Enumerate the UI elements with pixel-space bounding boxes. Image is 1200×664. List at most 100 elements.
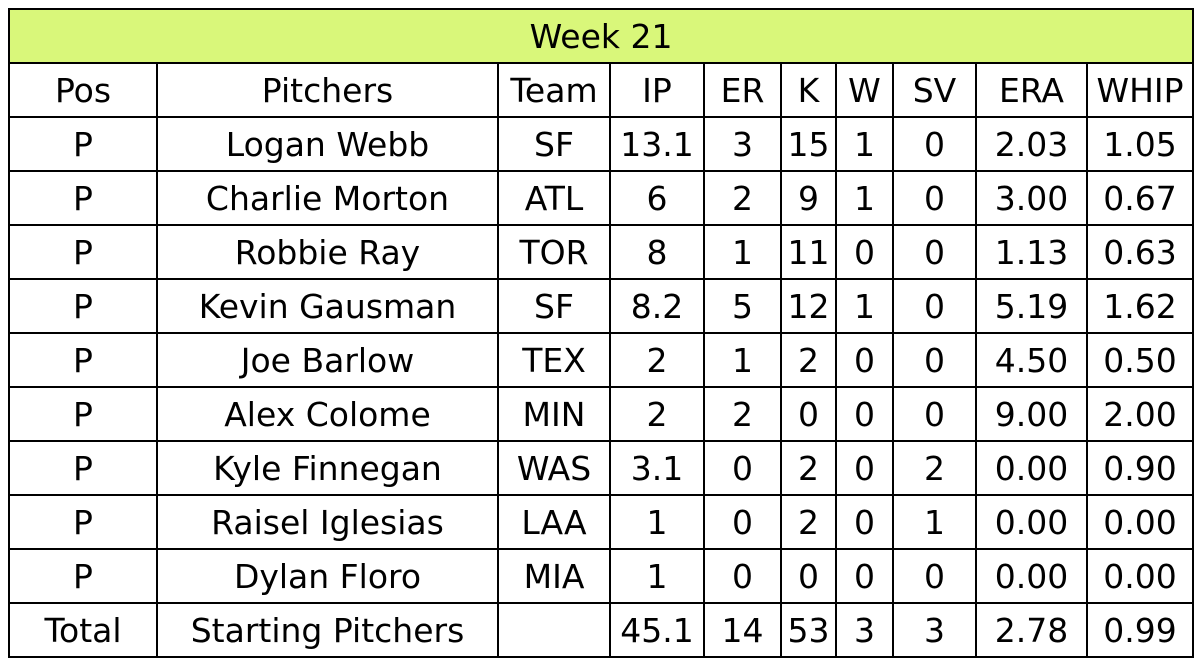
table-cell: P xyxy=(8,332,158,388)
table-cell: P xyxy=(8,116,158,172)
table-cell: 0 xyxy=(780,386,837,442)
table-cell: Joe Barlow xyxy=(156,332,499,388)
table-cell: 9 xyxy=(780,170,837,226)
table-row: P Charlie Morton ATL 6 2 9 1 0 3.00 0.67 xyxy=(8,170,1195,226)
table-row: P Joe Barlow TEX 2 1 2 0 0 4.50 0.50 xyxy=(8,332,1195,388)
table-cell: 1.62 xyxy=(1085,278,1195,334)
header-row: Pos Pitchers Team IP ER K W SV ERA WHIP xyxy=(8,62,1195,118)
table-cell: 0 xyxy=(703,548,782,604)
table-cell: 0 xyxy=(835,386,894,442)
column-header: Pos xyxy=(8,62,158,118)
table-cell: SF xyxy=(497,278,611,334)
table-row: P Raisel Iglesias LAA 1 0 2 0 1 0.00 0.00 xyxy=(8,494,1195,550)
column-header: ER xyxy=(703,62,782,118)
table-cell: SF xyxy=(497,116,611,172)
table-cell: 0 xyxy=(703,494,782,550)
column-header: Pitchers xyxy=(156,62,499,118)
table-cell: MIA xyxy=(497,548,611,604)
table-cell: 0 xyxy=(780,548,837,604)
column-header: SV xyxy=(892,62,977,118)
table-cell: 0.90 xyxy=(1085,440,1195,496)
table-cell: 2 xyxy=(892,440,977,496)
table-cell: MIN xyxy=(497,386,611,442)
total-cell: 14 xyxy=(703,602,782,658)
table-cell: 1 xyxy=(835,170,894,226)
table-cell: P xyxy=(8,224,158,280)
column-header: WHIP xyxy=(1085,62,1195,118)
table-cell: 11 xyxy=(780,224,837,280)
table-cell: LAA xyxy=(497,494,611,550)
table-cell: 8 xyxy=(609,224,705,280)
total-cell: Starting Pitchers xyxy=(156,602,499,658)
table-cell: 0 xyxy=(892,548,977,604)
total-cell: 0.99 xyxy=(1085,602,1195,658)
table-title: Week 21 xyxy=(7,8,1195,64)
total-cell xyxy=(497,602,611,658)
table-cell: 0 xyxy=(892,386,977,442)
table-cell: TOR xyxy=(497,224,611,280)
total-cell: 45.1 xyxy=(609,602,705,658)
table-cell: 8.2 xyxy=(609,278,705,334)
table-row: P Robbie Ray TOR 8 1 11 0 0 1.13 0.63 xyxy=(8,224,1195,280)
table-cell: 1 xyxy=(609,494,705,550)
table-cell: 12 xyxy=(780,278,837,334)
table-cell: 3.00 xyxy=(975,170,1088,226)
table-cell: 0.67 xyxy=(1085,170,1195,226)
table-cell: 0 xyxy=(835,224,894,280)
table-cell: Raisel Iglesias xyxy=(156,494,499,550)
table-cell: TEX xyxy=(497,332,611,388)
column-header: W xyxy=(835,62,894,118)
table-row: P Dylan Floro MIA 1 0 0 0 0 0.00 0.00 xyxy=(8,548,1195,604)
total-cell: 3 xyxy=(892,602,977,658)
table-cell: 2 xyxy=(703,386,782,442)
table-cell: 0 xyxy=(892,332,977,388)
table-cell: 0 xyxy=(892,278,977,334)
table-cell: WAS xyxy=(497,440,611,496)
table-cell: 1 xyxy=(835,116,894,172)
title-row: Week 21 xyxy=(7,8,1195,64)
column-header: ERA xyxy=(975,62,1088,118)
table-cell: Kevin Gausman xyxy=(156,278,499,334)
table-cell: 1 xyxy=(609,548,705,604)
table-body: P Logan Webb SF 13.1 3 15 1 0 2.03 1.05 P Charlie M… xyxy=(8,116,1195,604)
table-cell: 15 xyxy=(780,116,837,172)
table-cell: 0 xyxy=(835,494,894,550)
table-cell: 4.50 xyxy=(975,332,1088,388)
table-cell: 1 xyxy=(892,494,977,550)
table-cell: Logan Webb xyxy=(156,116,499,172)
table-cell: Kyle Finnegan xyxy=(156,440,499,496)
table-cell: 0 xyxy=(892,224,977,280)
table-cell: 1.05 xyxy=(1085,116,1195,172)
table-cell: Charlie Morton xyxy=(156,170,499,226)
table-cell: P xyxy=(8,278,158,334)
column-header: Team xyxy=(497,62,611,118)
table-cell: Dylan Floro xyxy=(156,548,499,604)
table-cell: 0.50 xyxy=(1085,332,1195,388)
table-cell: 5.19 xyxy=(975,278,1088,334)
table-cell: 2 xyxy=(609,386,705,442)
table-cell: 9.00 xyxy=(975,386,1088,442)
table-row: P Kyle Finnegan WAS 3.1 0 2 0 2 0.00 0.90 xyxy=(8,440,1195,496)
table-cell: 1 xyxy=(703,332,782,388)
table-cell: 1 xyxy=(835,278,894,334)
pitchers-table: Week 21 Pos Pitchers Team IP ER K W SV E… xyxy=(7,8,1195,658)
table-cell: 0 xyxy=(703,440,782,496)
table-cell: 13.1 xyxy=(609,116,705,172)
table-cell: Robbie Ray xyxy=(156,224,499,280)
table-cell: 0.00 xyxy=(1085,548,1195,604)
table-cell: 0.00 xyxy=(975,440,1088,496)
table-cell: 0 xyxy=(835,440,894,496)
table-cell: 2 xyxy=(780,440,837,496)
table-cell: 0 xyxy=(892,116,977,172)
table-cell: 0.00 xyxy=(975,548,1088,604)
table-cell: 6 xyxy=(609,170,705,226)
column-header: K xyxy=(780,62,837,118)
table-cell: 0 xyxy=(835,332,894,388)
total-cell: 2.78 xyxy=(975,602,1088,658)
table-row: P Alex Colome MIN 2 2 0 0 0 9.00 2.00 xyxy=(8,386,1195,442)
table-cell: ATL xyxy=(497,170,611,226)
table-row: P Kevin Gausman SF 8.2 5 12 1 0 5.19 1.62 xyxy=(8,278,1195,334)
table-cell: P xyxy=(8,170,158,226)
table-cell: 1 xyxy=(703,224,782,280)
total-cell: 3 xyxy=(835,602,894,658)
